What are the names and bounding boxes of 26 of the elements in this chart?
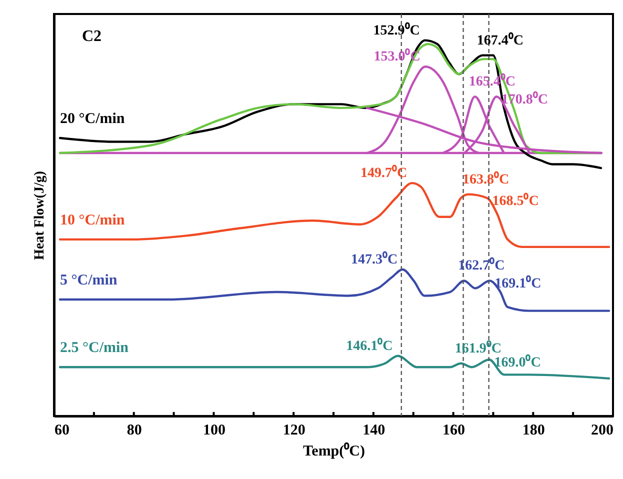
annotation: 149.7⁰C: [360, 164, 408, 182]
annotation: 162.7⁰C: [458, 256, 505, 274]
annotation: 146.1⁰C: [346, 336, 393, 354]
y-axis-title: Heat Flow(J/g): [32, 170, 48, 260]
series-label: 5 °C/min: [60, 272, 118, 289]
series-label: 10 °C/min: [60, 212, 126, 228]
x-tick-label: 140: [362, 422, 386, 438]
annotation: 147.3⁰C: [350, 250, 398, 268]
x-tick-label: 200: [591, 422, 614, 438]
series-label: 2.5 °C/min: [60, 340, 130, 356]
x-tick-label: 100: [202, 422, 226, 438]
annotation: C2: [82, 28, 102, 45]
annotation: 167.4⁰C: [476, 31, 524, 48]
x-tick-label: 120: [282, 422, 306, 438]
annotation: 152.9⁰C: [373, 21, 420, 38]
annotation: 168.5⁰C: [492, 192, 539, 210]
x-tick-label: 180: [522, 422, 545, 438]
annotation: 161.9⁰C: [454, 339, 502, 356]
x-axis-title: Temp(⁰C): [303, 442, 365, 460]
x-tick-label: 60: [54, 422, 70, 438]
annotation: 169.1⁰C: [494, 274, 542, 292]
annotation: 169.0⁰C: [494, 354, 541, 371]
annotation: 163.8⁰C: [462, 170, 510, 188]
x-tick-label: 80: [126, 422, 142, 438]
series-label: 20 °C/min: [60, 110, 126, 127]
x-tick-label: 160: [442, 422, 466, 438]
